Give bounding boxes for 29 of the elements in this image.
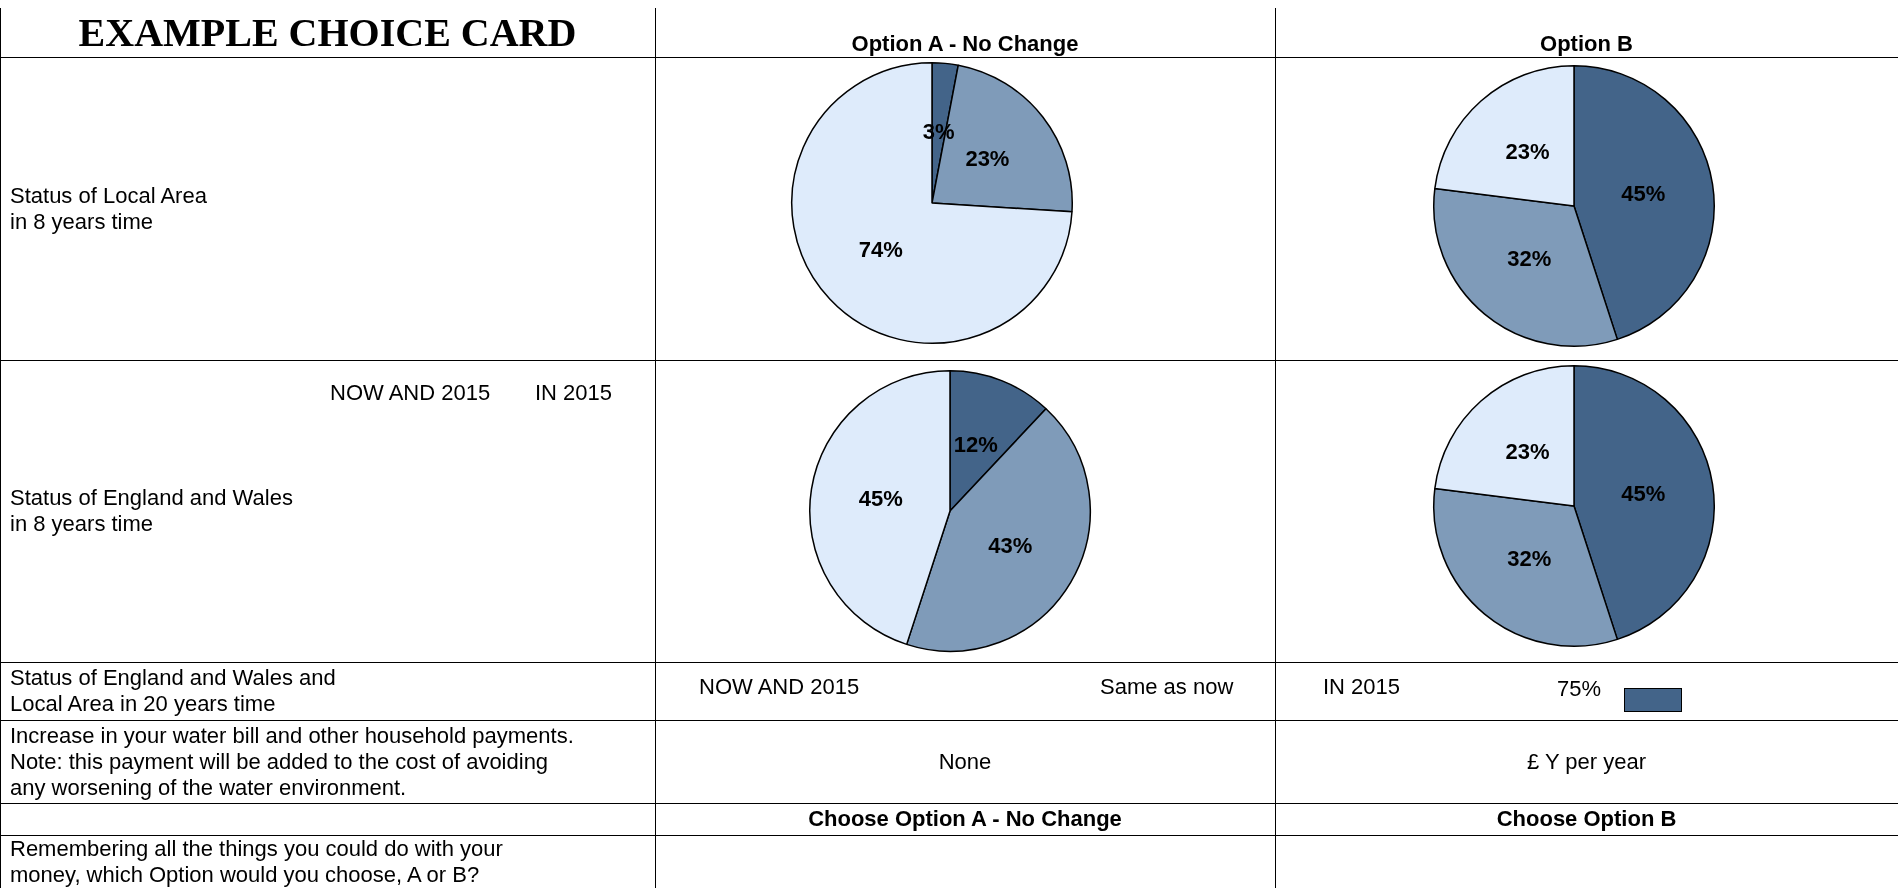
data-label: 12% bbox=[953, 431, 998, 457]
text: Option A - No Change bbox=[851, 31, 1079, 57]
text: Option B bbox=[1540, 31, 1633, 57]
data-label: 45% bbox=[858, 486, 903, 512]
text: Choose Option B bbox=[1496, 806, 1677, 832]
text: Same as now bbox=[1100, 674, 1234, 700]
text: Status of England and Wales and Local Area in 20 years time bbox=[10, 665, 336, 717]
text: Status of Local Area in 8 years time bbox=[10, 182, 207, 235]
text: NOW AND 2015 bbox=[699, 674, 860, 700]
text: Increase in your water bill and other household payments. Note: this payment will be added to the cost of avoiding any worsening of the water environment. bbox=[10, 722, 574, 801]
text: IN 2015 bbox=[1323, 674, 1401, 700]
data-label: 23% bbox=[1505, 139, 1550, 165]
text: NOW AND 2015 bbox=[330, 380, 491, 406]
text: 75% bbox=[1557, 676, 1602, 702]
data-label: 32% bbox=[1507, 246, 1552, 272]
data-label: 23% bbox=[965, 146, 1010, 172]
text: None bbox=[938, 748, 992, 775]
data-label: 32% bbox=[1507, 546, 1552, 572]
data-label: 45% bbox=[1621, 181, 1666, 207]
text: Choose Option A - No Change bbox=[808, 806, 1122, 832]
data-label: 23% bbox=[1505, 439, 1550, 465]
text: Status of England and Wales in 8 years time bbox=[10, 485, 293, 537]
text: IN 2015 bbox=[535, 380, 613, 406]
data-label: 45% bbox=[1621, 481, 1666, 507]
text: Remembering all the things you could do with your money, which Option would you choose, A or B? bbox=[10, 835, 503, 888]
text: £ Y per year bbox=[1526, 748, 1647, 775]
text: EXAMPLE CHOICE CARD bbox=[0, 8, 655, 57]
data-label: 74% bbox=[858, 237, 903, 263]
data-label: 43% bbox=[988, 532, 1033, 558]
